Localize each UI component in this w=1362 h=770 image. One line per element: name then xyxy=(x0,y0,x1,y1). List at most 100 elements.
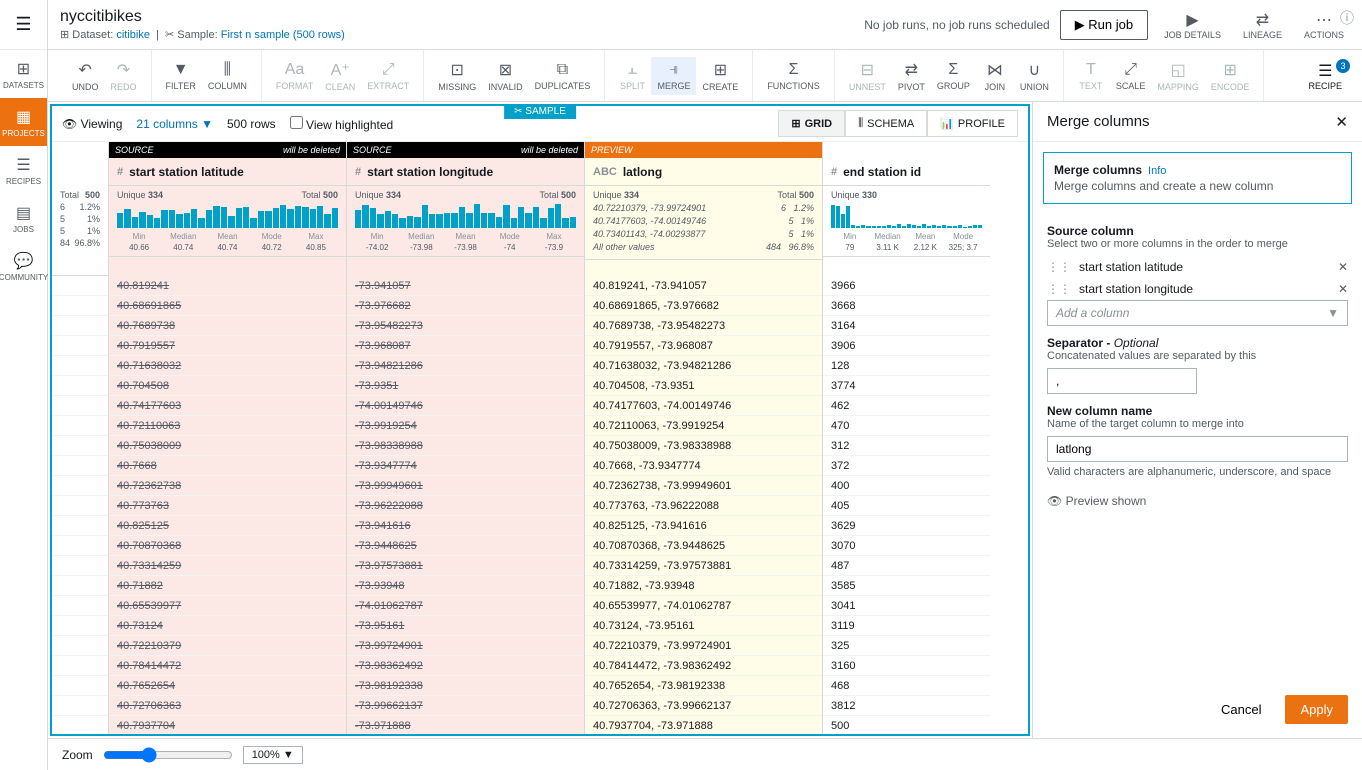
table-cell[interactable]: 3041 xyxy=(823,596,990,616)
nav-projects[interactable]: ▦PROJECTS xyxy=(0,98,47,146)
create-button[interactable]: ⊞CREATE xyxy=(696,56,744,96)
table-cell[interactable]: 40.773763 xyxy=(109,496,346,516)
table-cell[interactable]: 40.65539977, -74.01062787 xyxy=(585,596,822,616)
table-cell[interactable]: 40.7652654 xyxy=(109,676,346,696)
nav-jobs[interactable]: ▤JOBS xyxy=(0,194,47,242)
table-cell[interactable]: 40.75038009 xyxy=(109,436,346,456)
join-button[interactable]: ⋈JOIN xyxy=(976,56,1014,96)
table-cell[interactable]: -73.99949601 xyxy=(347,476,584,496)
nav-recipes[interactable]: ☰RECIPES xyxy=(0,146,47,194)
recipe-button[interactable]: ☰RECIPE3 xyxy=(1298,61,1352,91)
column-lon[interactable]: SOURCEwill be deleted #start station lon… xyxy=(346,142,584,276)
table-cell[interactable]: 40.70870368, -73.9448625 xyxy=(585,536,822,556)
table-cell[interactable]: 405 xyxy=(823,496,990,516)
invalid-button[interactable]: ⊠INVALID xyxy=(482,56,528,96)
merge-button[interactable]: ⫣MERGE xyxy=(651,57,696,95)
highlight-checkbox[interactable]: View highlighted xyxy=(290,116,394,132)
table-cell[interactable]: -73.9919254 xyxy=(347,416,584,436)
columns-dropdown[interactable]: 21 columns ▼ xyxy=(136,117,213,131)
dataset-link[interactable]: citibike xyxy=(116,29,150,41)
sample-link[interactable]: First n sample (500 rows) xyxy=(221,29,345,41)
remove-icon[interactable]: ✕ xyxy=(1338,282,1348,296)
column-lat[interactable]: SOURCEwill be deleted #start station lat… xyxy=(108,142,346,276)
tab-schema[interactable]: ⫼ SCHEMA xyxy=(845,110,927,137)
info-link[interactable]: Info xyxy=(1148,165,1166,177)
grip-icon[interactable]: ⋮⋮ xyxy=(1047,282,1071,296)
table-cell[interactable]: 3070 xyxy=(823,536,990,556)
table-cell[interactable]: -73.9448625 xyxy=(347,536,584,556)
table-cell[interactable]: -73.94821286 xyxy=(347,356,584,376)
table-cell[interactable]: 40.704508, -73.9351 xyxy=(585,376,822,396)
table-cell[interactable]: 3585 xyxy=(823,576,990,596)
tab-profile[interactable]: 📊 PROFILE xyxy=(927,110,1018,137)
table-cell[interactable]: 40.773763, -73.96222088 xyxy=(585,496,822,516)
table-cell[interactable]: 40.71638032, -73.94821286 xyxy=(585,356,822,376)
table-cell[interactable]: 40.71882 xyxy=(109,576,346,596)
zoom-slider[interactable] xyxy=(103,747,233,763)
table-cell[interactable]: 40.65539977 xyxy=(109,596,346,616)
table-cell[interactable]: -73.98362492 xyxy=(347,656,584,676)
group-button[interactable]: ΣGROUP xyxy=(931,57,976,95)
table-cell[interactable]: 400 xyxy=(823,476,990,496)
table-cell[interactable]: 40.73124, -73.95161 xyxy=(585,616,822,636)
table-cell[interactable]: 40.72706363, -73.99662137 xyxy=(585,696,822,716)
table-cell[interactable]: 3629 xyxy=(823,516,990,536)
table-cell[interactable]: -73.941057 xyxy=(347,276,584,296)
table-cell[interactable]: 40.72110063 xyxy=(109,416,346,436)
pivot-button[interactable]: ⇄PIVOT xyxy=(892,56,931,96)
table-cell[interactable]: 40.7652654, -73.98192338 xyxy=(585,676,822,696)
info-icon[interactable]: ⓘ xyxy=(1340,8,1354,28)
scale-button[interactable]: ⤢SCALE xyxy=(1110,57,1152,95)
source-column-item[interactable]: ⋮⋮start station longitude✕ xyxy=(1047,278,1348,300)
nav-datasets[interactable]: ⊞DATASETS xyxy=(0,50,47,98)
duplicates-button[interactable]: ⧉DUPLICATES xyxy=(529,57,597,95)
close-icon[interactable]: ✕ xyxy=(1335,113,1348,131)
table-cell[interactable]: 500 xyxy=(823,716,990,734)
functions-button[interactable]: ΣFUNCTIONS xyxy=(761,57,826,95)
table-cell[interactable]: 3966 xyxy=(823,276,990,296)
table-cell[interactable]: -73.99724901 xyxy=(347,636,584,656)
table-cell[interactable]: -73.95482273 xyxy=(347,316,584,336)
table-cell[interactable]: 40.7937704 xyxy=(109,716,346,734)
table-cell[interactable]: 40.825125 xyxy=(109,516,346,536)
add-column-dropdown[interactable]: Add a column▼ xyxy=(1047,300,1348,326)
table-cell[interactable]: -73.93948 xyxy=(347,576,584,596)
table-cell[interactable]: 40.825125, -73.941616 xyxy=(585,516,822,536)
table-cell[interactable]: -73.9351 xyxy=(347,376,584,396)
table-cell[interactable]: 40.819241, -73.941057 xyxy=(585,276,822,296)
table-cell[interactable]: 372 xyxy=(823,456,990,476)
table-cell[interactable]: 40.74177603, -74.00149746 xyxy=(585,396,822,416)
table-cell[interactable]: -73.968087 xyxy=(347,336,584,356)
table-cell[interactable]: 40.75038009, -73.98338988 xyxy=(585,436,822,456)
apply-button[interactable]: Apply xyxy=(1285,695,1348,724)
table-cell[interactable]: 470 xyxy=(823,416,990,436)
table-cell[interactable]: 40.68691865, -73.976682 xyxy=(585,296,822,316)
table-cell[interactable]: 312 xyxy=(823,436,990,456)
grip-icon[interactable]: ⋮⋮ xyxy=(1047,260,1071,274)
table-cell[interactable]: -73.976682 xyxy=(347,296,584,316)
column-latlong[interactable]: PREVIEW ABClatlong Unique 334Total 500 4… xyxy=(584,142,822,276)
undo-button[interactable]: ↶UNDO xyxy=(66,56,105,96)
table-cell[interactable]: 40.72362738, -73.99949601 xyxy=(585,476,822,496)
table-cell[interactable]: 468 xyxy=(823,676,990,696)
table-cell[interactable]: 40.71882, -73.93948 xyxy=(585,576,822,596)
run-job-button[interactable]: ▶ Run job xyxy=(1060,10,1148,40)
union-button[interactable]: ∪UNION xyxy=(1014,56,1055,96)
table-cell[interactable]: -73.95161 xyxy=(347,616,584,636)
table-cell[interactable]: 40.70870368 xyxy=(109,536,346,556)
table-cell[interactable]: 3774 xyxy=(823,376,990,396)
table-cell[interactable]: 40.7689738 xyxy=(109,316,346,336)
table-cell[interactable]: 3812 xyxy=(823,696,990,716)
table-cell[interactable]: 3906 xyxy=(823,336,990,356)
nav-community[interactable]: 💬COMMUNITY xyxy=(0,242,47,290)
table-cell[interactable]: -74.00149746 xyxy=(347,396,584,416)
table-cell[interactable]: 325 xyxy=(823,636,990,656)
table-cell[interactable]: 40.68691865 xyxy=(109,296,346,316)
table-cell[interactable]: -73.98338988 xyxy=(347,436,584,456)
table-cell[interactable]: -73.9347774 xyxy=(347,456,584,476)
table-cell[interactable]: 40.72110063, -73.9919254 xyxy=(585,416,822,436)
table-cell[interactable]: 128 xyxy=(823,356,990,376)
table-cell[interactable]: 3119 xyxy=(823,616,990,636)
source-column-item[interactable]: ⋮⋮start station latitude✕ xyxy=(1047,256,1348,278)
table-cell[interactable]: 40.78414472, -73.98362492 xyxy=(585,656,822,676)
